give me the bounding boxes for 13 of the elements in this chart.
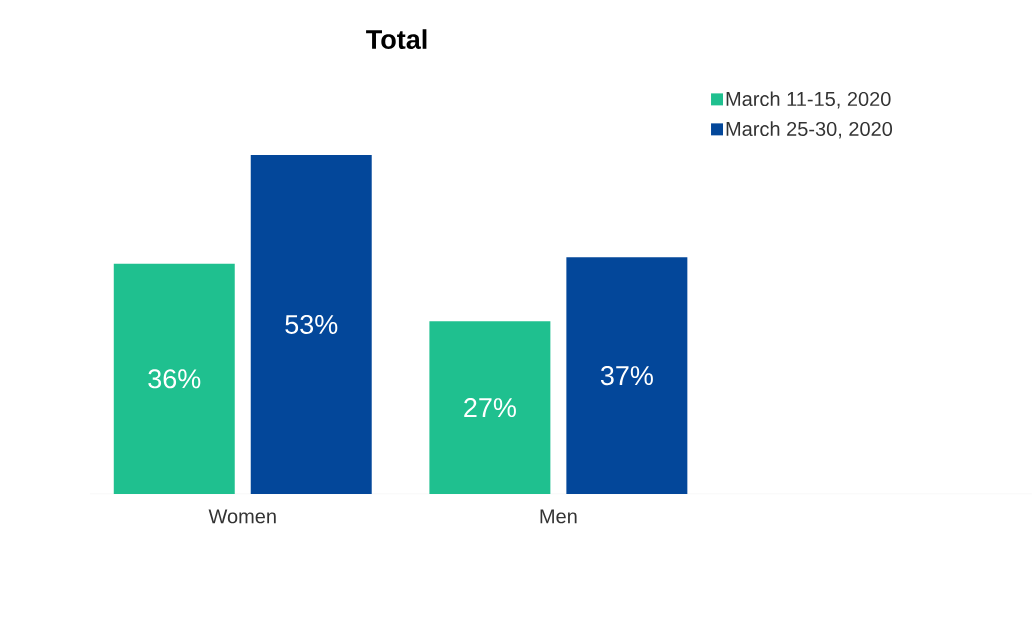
data-label: 53% — [285, 314, 338, 335]
bar — [250, 155, 372, 494]
data-label: 37% — [600, 366, 653, 386]
bar — [113, 263, 235, 494]
x-tick-label: Men — [540, 509, 577, 524]
chart-title: Total — [366, 29, 427, 50]
data-label: 36% — [148, 369, 201, 389]
x-tick-label: Women — [208, 509, 276, 524]
legend-label: March 11-15, 2020 — [726, 91, 891, 109]
bar — [566, 257, 688, 494]
bar — [429, 321, 551, 494]
data-label: 27% — [464, 398, 516, 418]
legend-label: March 25-30, 2020 — [726, 121, 893, 139]
